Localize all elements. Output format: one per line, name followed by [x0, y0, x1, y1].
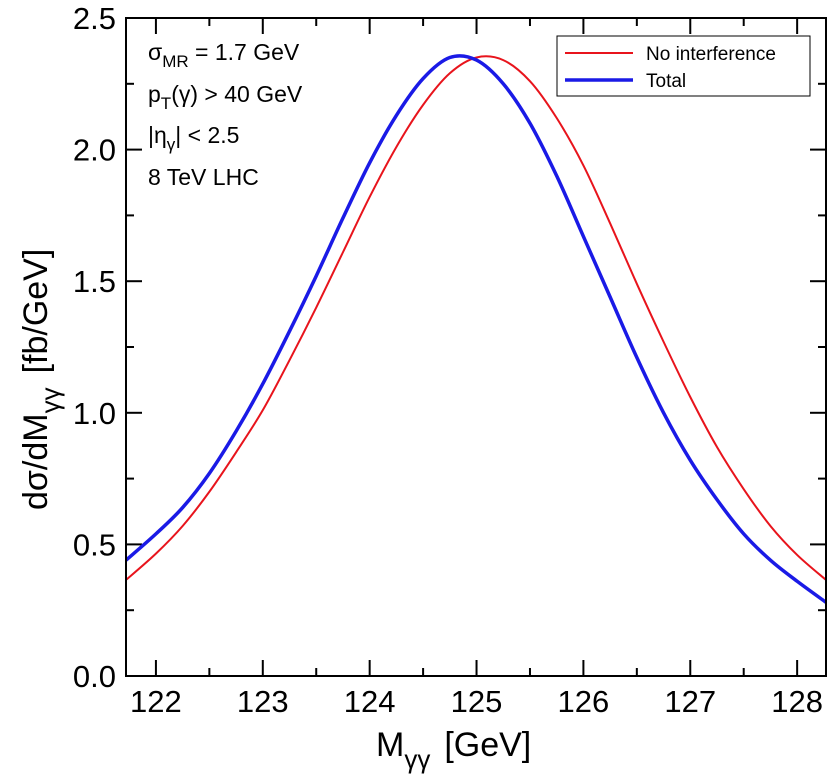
- annotation-eta: |ηγ| < 2.5: [148, 122, 239, 154]
- y-tick-label: 1.0: [73, 396, 116, 431]
- legend-label-total: Total: [646, 71, 686, 92]
- x-tick-label: 122: [130, 684, 182, 719]
- axis-ticks: [126, 17, 826, 677]
- y-tick-label: 0.5: [73, 527, 116, 562]
- y-tick-label: 0.0: [73, 659, 116, 694]
- x-tick-label: 127: [664, 684, 716, 719]
- plot-frame: [125, 17, 827, 677]
- tick-labels: 122 123 124 125 126 127 128 0.0 0.5 1.0 1.5 2.0 2.5: [73, 1, 823, 719]
- series-layer: [126, 54, 826, 604]
- legend-box: [556, 35, 811, 97]
- legend-label-no-interference: No interference: [646, 44, 776, 65]
- y-axis-title: dσ/dMγγ[fb/GeV]: [17, 249, 65, 510]
- series-line-total: [126, 54, 826, 604]
- series-line-no-interference: [126, 55, 826, 581]
- annotation-lhc: 8 TeV LHC: [148, 164, 259, 190]
- annotation-sigma: σMR = 1.7 GeV: [148, 39, 300, 71]
- x-tick-label: 123: [237, 684, 289, 719]
- y-tick-label: 2.5: [73, 1, 116, 36]
- annotation-pt: pT(γ) > 40 GeV: [148, 81, 303, 113]
- x-tick-label: 125: [451, 684, 503, 719]
- annotation-block: σMR = 1.7 GeV pT(γ) > 40 GeV |ηγ| < 2.5 …: [148, 39, 303, 190]
- y-tick-label: 2.0: [73, 133, 116, 168]
- x-tick-label: 124: [344, 684, 396, 719]
- x-tick-label: 128: [771, 684, 823, 719]
- legend: No interference Total: [556, 35, 811, 97]
- x-tick-label: 126: [558, 684, 610, 719]
- y-tick-label: 1.5: [73, 264, 116, 299]
- x-axis-title: Mγγ [GeV]: [376, 726, 531, 774]
